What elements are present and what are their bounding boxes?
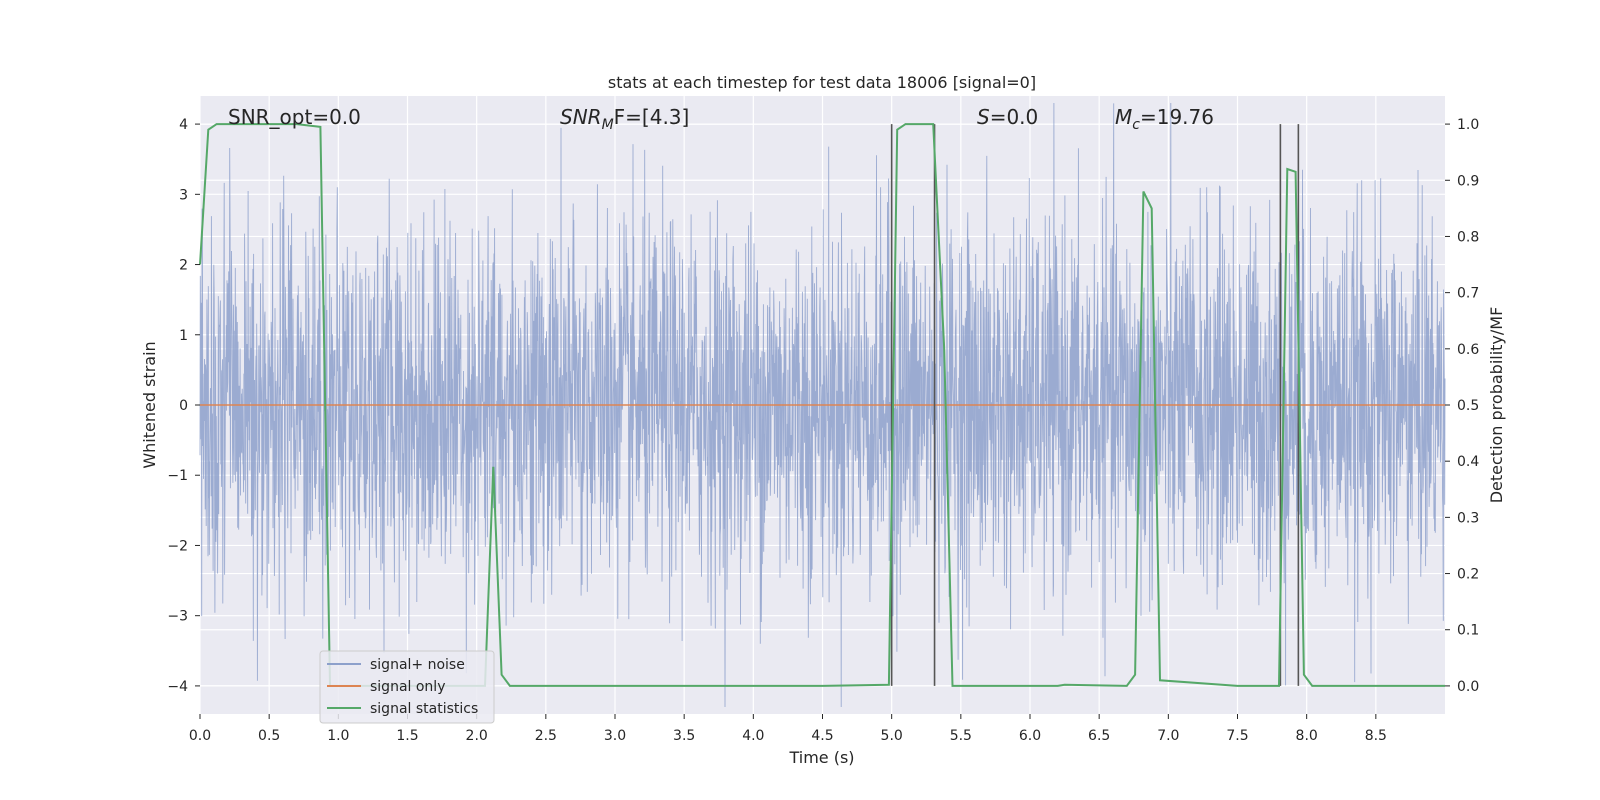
y2-tick-label: 0.0 [1457, 679, 1479, 695]
y2-axis-label: Detection probability/MF [1487, 307, 1506, 504]
legend-label-signal-noise: signal+ noise [370, 657, 465, 673]
annotation-mc-sub: c [1132, 117, 1140, 133]
y2-tick-label: 0.1 [1457, 623, 1479, 639]
legend-label-signal-statistics: signal statistics [370, 701, 478, 717]
x-tick-label: 2.5 [535, 728, 557, 744]
x-tick-label: 2.0 [466, 728, 488, 744]
x-tick-label: 3.5 [673, 728, 695, 744]
annotation-snr-mf: SNRMF=[4.3] [560, 105, 689, 133]
x-tick-label: 5.5 [950, 728, 972, 744]
annotation-s-rest: =0.0 [990, 105, 1039, 129]
y-tick-label: −1 [167, 468, 188, 484]
y2-tick-label: 0.2 [1457, 567, 1479, 583]
y2-tick-label: 0.4 [1457, 454, 1479, 470]
x-tick-label: 3.0 [604, 728, 626, 744]
annotation-snr-mf-sub: M [602, 117, 614, 133]
y2-tick-label: 0.3 [1457, 510, 1479, 526]
y-tick-label: 2 [179, 258, 188, 274]
y2-axis-ticks: 0.0 0.1 0.2 0.3 0.4 0.5 0.6 0.7 0.8 0.9 1.0 [1445, 117, 1479, 695]
annotation-mc-rest: =19.76 [1140, 105, 1214, 129]
x-tick-label: 6.0 [1019, 728, 1041, 744]
y2-tick-label: 1.0 [1457, 117, 1479, 133]
y2-tick-label: 0.7 [1457, 286, 1479, 302]
y-tick-label: −4 [167, 679, 188, 695]
noise-line [199, 102, 1446, 708]
y-tick-label: 3 [179, 187, 188, 203]
x-axis-ticks: 0.0 0.5 1.0 1.5 2.0 2.5 3.0 3.5 4.0 4.5 5.0 5.5 6.0 6… [189, 714, 1387, 744]
annotation-mc: Mc=19.76 [1115, 105, 1214, 133]
y-axis-label: Whitened strain [140, 341, 159, 468]
y-tick-label: 1 [179, 328, 188, 344]
y-tick-label: −3 [167, 609, 188, 625]
x-tick-label: 6.5 [1088, 728, 1110, 744]
signal-statistics-line [199, 123, 1445, 687]
x-tick-label: 0.5 [258, 728, 280, 744]
annotation-snr-mf-rest: F=[4.3] [614, 105, 690, 129]
x-tick-label: 5.0 [881, 728, 903, 744]
y-tick-label: 0 [179, 398, 188, 414]
legend-label-signal-only: signal only [370, 679, 445, 695]
y2-tick-label: 0.9 [1457, 173, 1479, 189]
y-tick-label: 4 [179, 117, 188, 133]
x-tick-label: 0.0 [189, 728, 211, 744]
x-axis-label: Time (s) [788, 748, 854, 767]
x-tick-label: 8.5 [1365, 728, 1387, 744]
x-tick-label: 4.5 [811, 728, 833, 744]
chart-title: stats at each timestep for test data 180… [608, 73, 1036, 92]
y-axis-ticks: −4 −3 −2 −1 0 1 2 3 4 [167, 117, 200, 695]
series-signal-noise [199, 102, 1446, 708]
x-tick-label: 1.0 [327, 728, 349, 744]
x-tick-label: 1.5 [396, 728, 418, 744]
y-tick-label: −2 [167, 538, 188, 554]
annotation-mc-main: M [1115, 105, 1132, 129]
y2-tick-label: 0.6 [1457, 342, 1479, 358]
x-tick-label: 7.5 [1226, 728, 1248, 744]
x-tick-label: 8.0 [1296, 728, 1318, 744]
x-tick-label: 7.0 [1157, 728, 1179, 744]
y2-tick-label: 0.5 [1457, 398, 1479, 414]
legend: signal+ noise signal only signal statist… [319, 650, 495, 724]
annotation-snr-opt: SNR_opt=0.0 [228, 105, 361, 129]
annotation-snr-mf-main: SNR [560, 105, 602, 129]
series-signal-statistics [199, 123, 1445, 687]
y2-tick-label: 0.8 [1457, 229, 1479, 245]
x-tick-label: 4.0 [742, 728, 764, 744]
legend-box [319, 650, 495, 724]
annotation-s-main: S [977, 105, 990, 129]
annotation-s: S=0.0 [977, 105, 1038, 129]
